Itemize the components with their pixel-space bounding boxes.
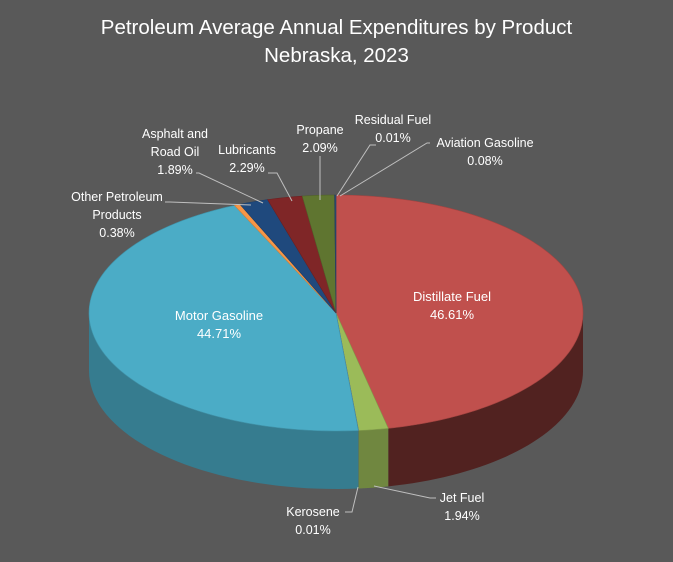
label-lubricants-name: Lubricants: [218, 143, 276, 157]
pie-top: [88, 194, 584, 432]
pie-slice-aviation-gasoline[interactable]: [334, 194, 337, 314]
label-propane-name: Propane: [296, 123, 343, 137]
pie-slice-lubricants[interactable]: [267, 195, 337, 314]
label-other-line1: Other Petroleum: [71, 190, 163, 204]
label-propane-value: 2.09%: [302, 141, 337, 155]
leader-line-aviation: [339, 142, 430, 197]
pie-side-motor-gasoline: [89, 313, 359, 489]
pie-slice-jet-fuel[interactable]: [335, 312, 389, 431]
label-asphalt-value: 1.89%: [157, 163, 192, 177]
leader-lines: [165, 142, 436, 513]
pie-slice-asphalt-and-road-oil[interactable]: [239, 199, 337, 314]
label-asphalt-line2: Road Oil: [151, 145, 200, 159]
label-kerosene-value: 0.01%: [295, 523, 330, 537]
label-distillate-value: 46.61%: [430, 307, 475, 322]
label-residual-name: Residual Fuel: [355, 113, 431, 127]
leader-line-asphalt: [196, 172, 264, 204]
pie-slice-motor-gasoline[interactable]: [88, 205, 359, 432]
chart-title: Petroleum Average Annual Expenditures by…: [0, 14, 673, 70]
leader-line-lubricants: [268, 172, 293, 202]
label-other-value: 0.38%: [99, 226, 134, 240]
leader-line-kerosene: [345, 486, 359, 513]
pie-sides: [89, 313, 583, 489]
label-lubricants-value: 2.29%: [229, 161, 264, 175]
label-other-line2: Products: [92, 208, 141, 222]
leader-line-residual: [336, 144, 376, 197]
label-motor-name: Motor Gasoline: [175, 308, 263, 323]
label-aviation-value: 0.08%: [467, 154, 502, 168]
label-jet-value: 1.94%: [444, 509, 479, 523]
pie-slice-distillate-fuel[interactable]: [335, 194, 584, 429]
leader-line-jet: [373, 485, 436, 499]
label-distillate-name: Distillate Fuel: [413, 289, 491, 304]
label-aviation-name: Aviation Gasoline: [436, 136, 533, 150]
label-motor-value: 44.71%: [197, 326, 242, 341]
pie-slice-propane[interactable]: [301, 194, 337, 314]
label-asphalt-line1: Asphalt and: [142, 127, 208, 141]
leader-line-other: [165, 201, 252, 206]
chart-subtitle: Nebraska, 2023: [264, 44, 409, 67]
pie-side-distillate-fuel: [388, 313, 583, 487]
pie-side-jet-fuel: [358, 428, 389, 489]
chart-title-line1: Petroleum Average Annual Expenditures by…: [100, 16, 573, 39]
label-kerosene-name: Kerosene: [286, 505, 340, 519]
label-jet-name: Jet Fuel: [440, 491, 484, 505]
label-residual-value: 0.01%: [375, 131, 410, 145]
